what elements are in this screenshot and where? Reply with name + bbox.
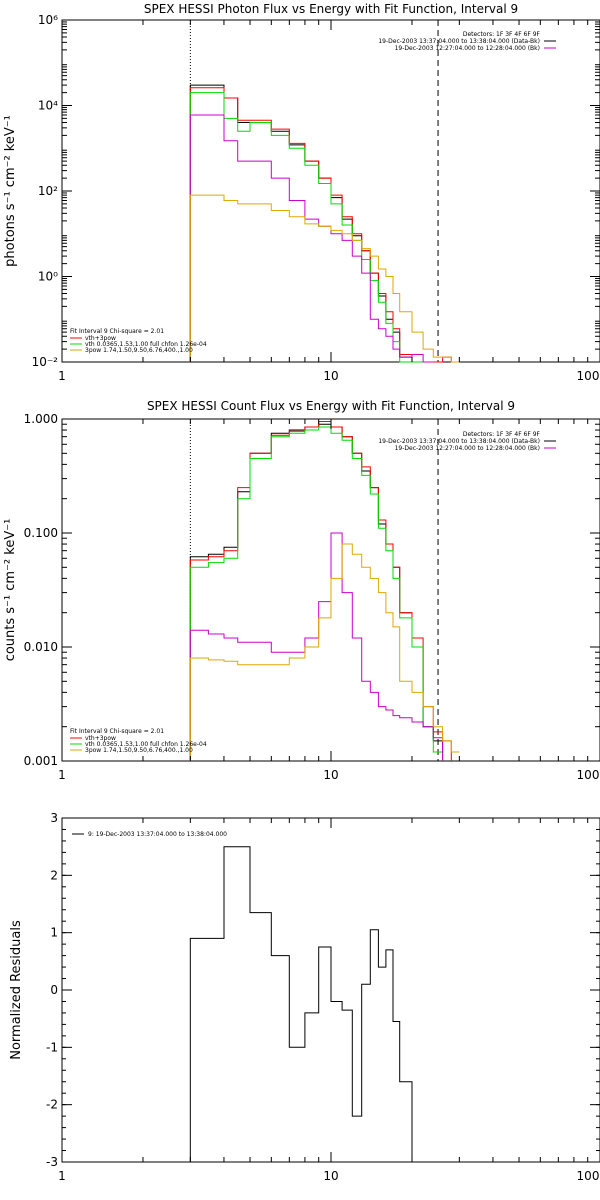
- p1-ytick-label: 10⁰: [38, 270, 58, 284]
- p3-ytick-label: -3: [46, 1155, 58, 1169]
- p2-xtick-label: 1: [58, 768, 66, 782]
- panel1-fit-interval: Fit Interval 9 Chi-square = 2.01: [70, 328, 164, 335]
- p1-xtick-label: 1: [58, 369, 66, 383]
- panel2-detectors: Detectors: 1F 3F 4F 6F 9F: [463, 431, 541, 438]
- p1-series-1: [189, 87, 460, 363]
- panel2-title: SPEX HESSI Count Flux vs Energy with Fit…: [147, 399, 515, 413]
- p1-ytick-label: 10⁶: [38, 13, 58, 27]
- panel2-bk-interval: 19-Dec-2003 12:27:04.000 to 12:28:04.000…: [395, 445, 540, 452]
- panel1-legend-3pow: 3pow 1.74,1.50,9.50,6.76,400.,1.00: [85, 347, 193, 354]
- p2-series-0: [189, 423, 444, 761]
- panel2-data-interval: 19-Dec-2003 13:37:04.000 to 13:38:04.000…: [378, 438, 540, 445]
- p3-ytick-label: 0: [50, 983, 58, 997]
- panel3-ylabel: Normalized Residuals: [9, 920, 24, 1060]
- p1-ytick-label: 10⁻²: [32, 355, 59, 369]
- panel1-data-interval: 19-Dec-2003 13:37:04.000 to 13:38:04.000…: [378, 38, 540, 45]
- p2-series-1: [189, 421, 452, 761]
- p1-xtick-label: 10: [323, 369, 338, 383]
- p3-ytick-label: -2: [46, 1098, 58, 1112]
- p1-ytick-label: 10²: [38, 184, 58, 198]
- panel1-legend-vth: vth 0.0365,1.53,1.00 full chfon 1.26e-04: [85, 341, 207, 348]
- residuals-panel: Normalized Residuals 1 10 100 -3 -2 -1 0 1 2 3 9:…: [9, 811, 600, 1183]
- p3-ytick-label: 3: [50, 811, 58, 825]
- photon-flux-panel: SPEX HESSI Photon Flux vs Energy with Fi…: [3, 2, 600, 383]
- p2-series-2: [189, 426, 444, 761]
- panel1-detectors: Detectors: 1F 3F 4F 6F 9F: [463, 31, 541, 38]
- p3-xtick-label: 1: [58, 1169, 66, 1183]
- p3-xtick-label: 100: [577, 1169, 600, 1183]
- panel2-ylabel: counts s⁻¹ cm⁻² keV⁻¹: [3, 519, 18, 662]
- count-flux-panel: SPEX HESSI Count Flux vs Energy with Fit…: [3, 399, 600, 782]
- p1-xtick-label: 100: [577, 369, 600, 383]
- panel3-legend: 9: 19-Dec-2003 13:37:04.000 to 13:38:04.…: [88, 831, 227, 838]
- panel1-title: SPEX HESSI Photon Flux vs Energy with Fi…: [144, 2, 518, 16]
- panel1-legend-vth3pow: vth+3pow: [85, 335, 116, 342]
- p2-ytick-label: 0.010: [24, 640, 58, 654]
- panel2-legend-vth3pow: vth+3pow: [85, 735, 116, 742]
- p2-xtick-label: 10: [323, 768, 338, 782]
- p3-ytick-label: -1: [46, 1040, 58, 1054]
- p2-series-3: [189, 532, 444, 761]
- p3-ytick-label: 1: [50, 926, 58, 940]
- p3-series-0: [189, 846, 413, 1162]
- p3-ytick-label: 2: [50, 868, 58, 882]
- p2-ytick-label: 0.100: [24, 526, 58, 540]
- panel2-legend-vth: vth 0.0365,1.53,1.00 full chfon 1.26e-04: [85, 741, 207, 748]
- p3-xtick-label: 10: [323, 1169, 338, 1183]
- p1-series-2: [189, 92, 434, 363]
- panel2-fit-interval: Fit Interval 9 Chi-square = 2.01: [70, 728, 164, 735]
- p1-series-3: [189, 114, 434, 363]
- p1-series-4: [189, 194, 460, 363]
- p2-series-4: [189, 543, 460, 761]
- p2-ytick-label: 0.001: [24, 754, 58, 768]
- p2-xtick-label: 100: [577, 768, 600, 782]
- panel1-ylabel: photons s⁻¹ cm⁻² keV⁻¹: [3, 115, 18, 267]
- panel2-legend-3pow: 3pow 1.74,1.50,9.50,6.76,400.,1.00: [85, 747, 193, 754]
- panel1-bk-interval: 19-Dec-2003 12:27:04.000 to 12:28:04.000…: [395, 45, 540, 52]
- p2-ytick-label: 1.000: [24, 412, 58, 426]
- p1-ytick-label: 10⁴: [38, 99, 58, 113]
